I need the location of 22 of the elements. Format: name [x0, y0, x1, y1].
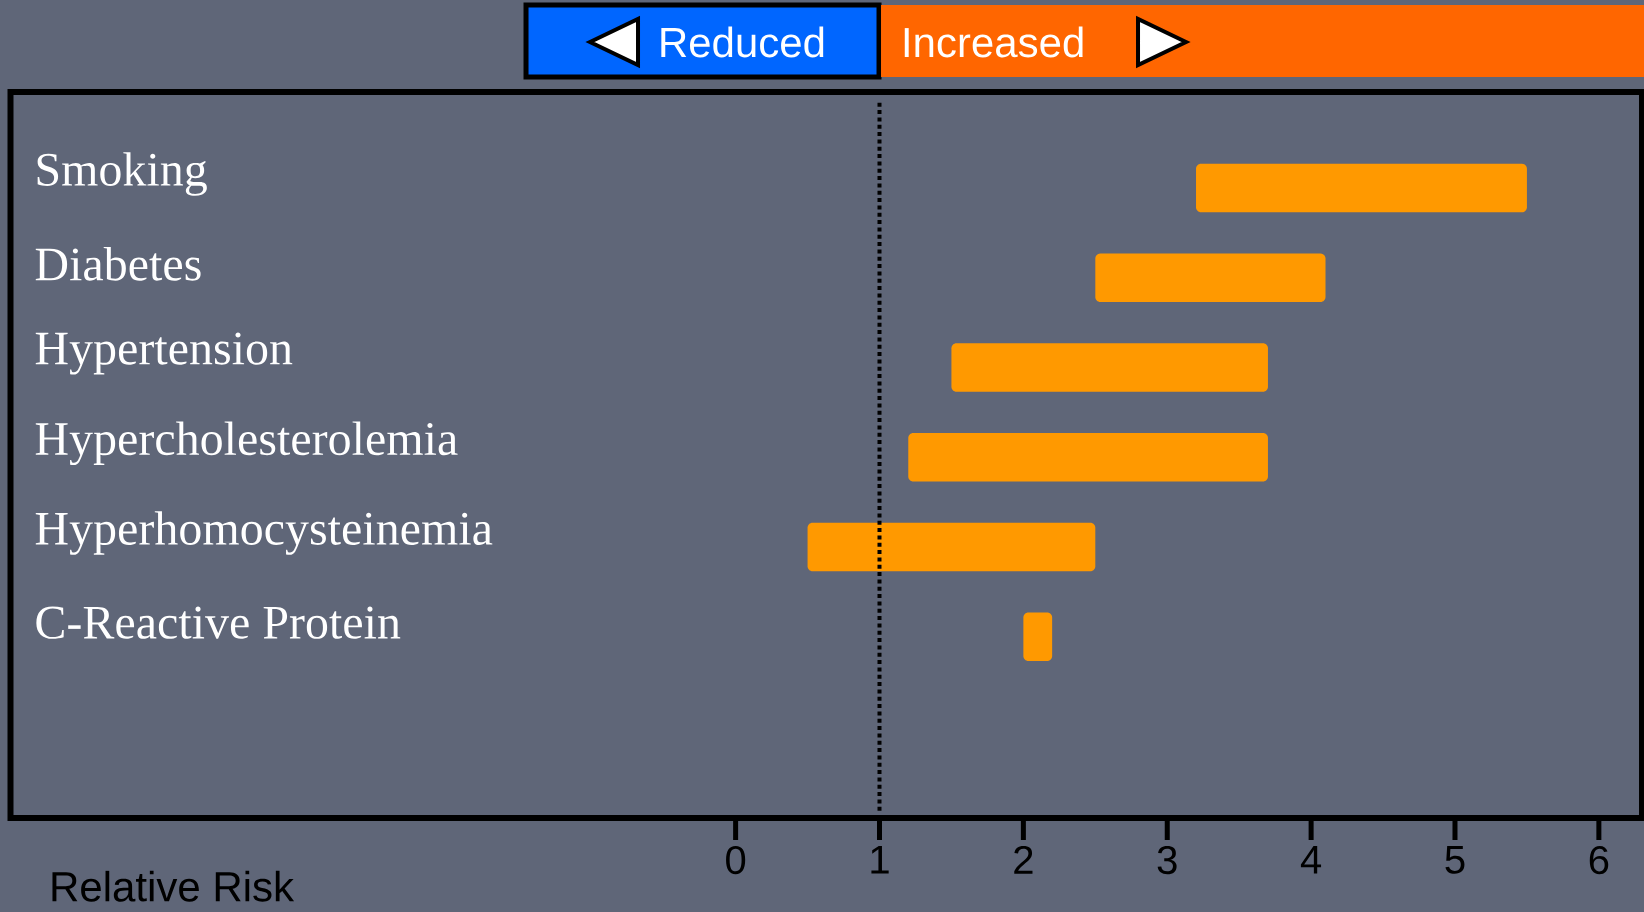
y-tick-label: Smoking — [37, 152, 207, 196]
bar — [807, 522, 1096, 572]
text: Reduced — [661, 26, 824, 58]
x-tick-label: 2 — [1014, 845, 1033, 874]
bar — [1095, 253, 1326, 302]
bar — [951, 343, 1268, 392]
y-tick-label: Hypercholesterolemia — [35, 421, 458, 466]
bar — [1196, 163, 1527, 213]
bar — [1023, 612, 1053, 661]
x-tick-label: 0 — [726, 845, 746, 875]
text: Increased — [904, 26, 1083, 58]
x-tick-label: 5 — [1445, 845, 1465, 874]
y-tick-label: Hypertension — [35, 332, 293, 375]
x-tick-label: 3 — [1157, 845, 1177, 875]
bar — [908, 433, 1268, 482]
x-tick-label: 1 — [871, 845, 889, 874]
x-axis-title: Relative Risk — [52, 870, 295, 902]
x-tick-label: 4 — [1300, 845, 1322, 874]
x-tick-label: 6 — [1589, 845, 1609, 875]
y-tick-label: Hyperhomocysteinemia — [35, 511, 493, 555]
y-tick-label: C-Reactive Protein — [36, 606, 401, 639]
y-tick-label: Diabetes — [35, 246, 201, 281]
